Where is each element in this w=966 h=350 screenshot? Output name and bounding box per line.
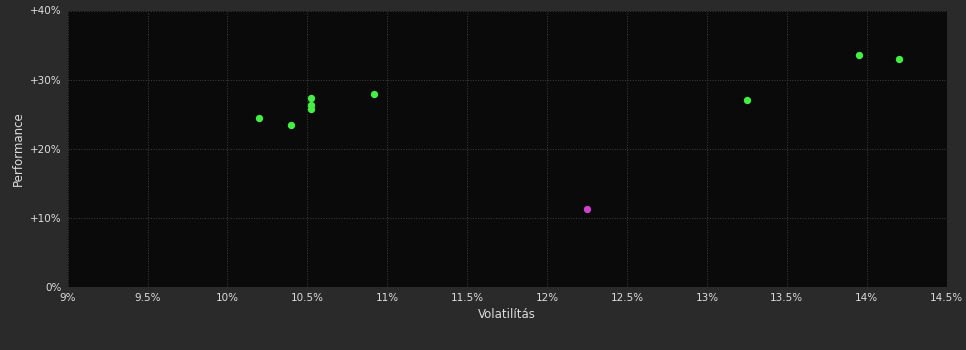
Point [891, 56, 906, 62]
X-axis label: Volatilítás: Volatilítás [478, 308, 536, 321]
Point [284, 122, 299, 127]
Point [302, 106, 318, 112]
Y-axis label: Performance: Performance [12, 111, 25, 186]
Point [739, 98, 754, 103]
Point [302, 95, 318, 100]
Point [367, 91, 383, 97]
Point [851, 52, 867, 57]
Point [580, 206, 595, 212]
Point [252, 115, 268, 120]
Point [302, 102, 318, 107]
